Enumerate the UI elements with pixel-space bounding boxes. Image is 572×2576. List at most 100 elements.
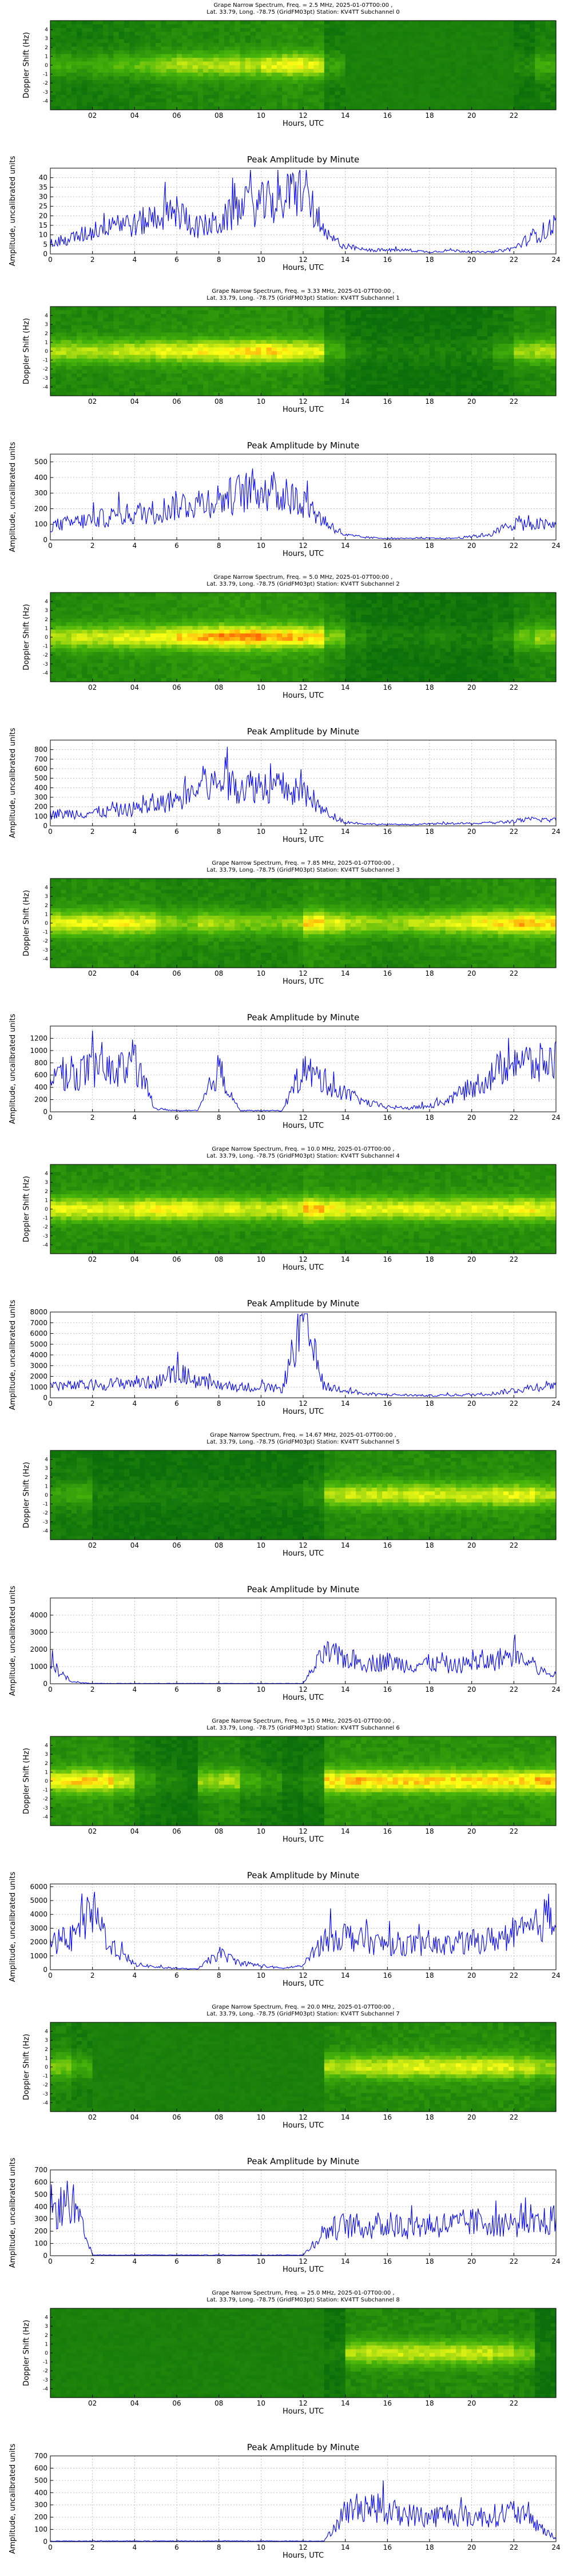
heatmap-cell — [493, 88, 499, 92]
heatmap-cell — [129, 340, 135, 344]
heatmap-cell — [140, 47, 146, 51]
heatmap-cell — [540, 102, 546, 106]
heatmap-cell — [182, 58, 188, 62]
heatmap-cell — [313, 318, 319, 322]
heatmap-cell — [387, 359, 393, 363]
heatmap-cell — [298, 43, 304, 47]
heatmap-cell — [114, 318, 120, 322]
heatmap-cell — [451, 321, 456, 325]
heatmap-cell — [466, 69, 472, 73]
heatmap-cell — [166, 359, 172, 363]
heatmap-cell — [267, 336, 272, 340]
heatmap-cell — [466, 65, 472, 69]
heatmap-cell — [540, 47, 546, 51]
heatmap-cell — [50, 102, 56, 106]
heatmap-cell — [129, 355, 135, 359]
heatmap-cell — [287, 99, 293, 103]
heatmap-cell — [93, 318, 98, 322]
heatmap-cell — [456, 69, 462, 73]
heatmap-cell — [66, 656, 72, 660]
heatmap-cell — [172, 385, 177, 389]
heatmap-cell — [77, 340, 82, 344]
heatmap-cell — [540, 359, 546, 363]
heatmap-cell — [114, 28, 120, 32]
heatmap-cell — [456, 77, 462, 81]
heatmap-cell — [61, 667, 66, 671]
heatmap-cell — [387, 325, 393, 329]
heatmap-cell — [182, 35, 188, 39]
heatmap-cell — [124, 102, 130, 106]
heatmap-cell — [551, 321, 557, 325]
heatmap-cell — [414, 95, 419, 99]
heatmap-cell — [419, 370, 425, 374]
heatmap-cell — [456, 344, 462, 348]
heatmap-cell — [509, 69, 514, 73]
heatmap-cell — [525, 58, 530, 62]
heatmap-cell — [303, 25, 309, 29]
heatmap-cell — [303, 65, 309, 69]
heatmap-cell — [293, 21, 299, 25]
heatmap-cell — [282, 21, 288, 25]
heatmap-cell — [482, 373, 488, 377]
heatmap-cell — [551, 92, 557, 96]
heatmap-cell — [324, 39, 330, 43]
heatmap-cell — [93, 348, 98, 352]
heatmap-cell — [82, 381, 88, 385]
heatmap-cell — [345, 307, 351, 311]
heatmap-cell — [435, 28, 440, 32]
heatmap-cell — [82, 88, 88, 92]
heatmap-cell — [61, 69, 66, 73]
heatmap-cell — [313, 54, 319, 58]
heatmap-cell — [313, 348, 319, 352]
heatmap-cell — [108, 318, 114, 322]
heatmap-cell — [329, 102, 335, 106]
heatmap-cell — [267, 370, 272, 374]
heatmap-cell — [251, 35, 256, 39]
heatmap-cell — [482, 65, 488, 69]
heatmap-cell — [224, 351, 230, 355]
heatmap-cell — [351, 28, 356, 32]
heatmap-cell — [150, 25, 156, 29]
heatmap-cell — [166, 50, 172, 54]
heatmap-cell — [172, 318, 177, 322]
heatmap-cell — [308, 307, 314, 311]
heatmap-cell — [382, 32, 388, 36]
heatmap-cell — [145, 99, 151, 103]
heatmap-cell — [134, 381, 140, 385]
heatmap-cell — [124, 92, 130, 96]
heatmap-cell — [140, 366, 146, 370]
heatmap-cell — [182, 388, 188, 392]
heatmap-cell — [503, 359, 509, 363]
heatmap-cell — [82, 377, 88, 381]
heatmap-cell — [372, 311, 378, 315]
heatmap-cell — [177, 95, 182, 99]
heatmap-cell — [287, 355, 293, 359]
heatmap-cell — [203, 47, 209, 51]
heatmap-cell — [456, 311, 462, 315]
heatmap-cell — [124, 325, 130, 329]
heatmap-cell — [367, 373, 372, 377]
heatmap-cell — [519, 62, 525, 66]
heatmap-cell — [540, 329, 546, 333]
heatmap-cell — [119, 95, 125, 99]
heatmap-cell — [251, 366, 256, 370]
heatmap-cell — [324, 321, 330, 325]
heatmap-cell — [482, 314, 488, 318]
heatmap-cell — [351, 333, 356, 337]
heatmap-cell — [277, 351, 283, 355]
heatmap-cell — [424, 47, 430, 51]
heatmap-cell — [293, 314, 299, 318]
heatmap-cell — [55, 630, 61, 634]
heatmap-cell — [403, 95, 409, 99]
heatmap-cell — [435, 321, 440, 325]
heatmap-cell — [482, 336, 488, 340]
heatmap-cell — [335, 366, 340, 370]
heatmap-cell — [103, 28, 109, 32]
heatmap-cell — [324, 314, 330, 318]
heatmap-cell — [245, 370, 251, 374]
heatmap-cell — [461, 50, 467, 54]
heatmap-cell — [256, 95, 261, 99]
heatmap-cell — [187, 69, 193, 73]
heatmap-cell — [298, 58, 304, 62]
heatmap-cell — [161, 73, 166, 77]
